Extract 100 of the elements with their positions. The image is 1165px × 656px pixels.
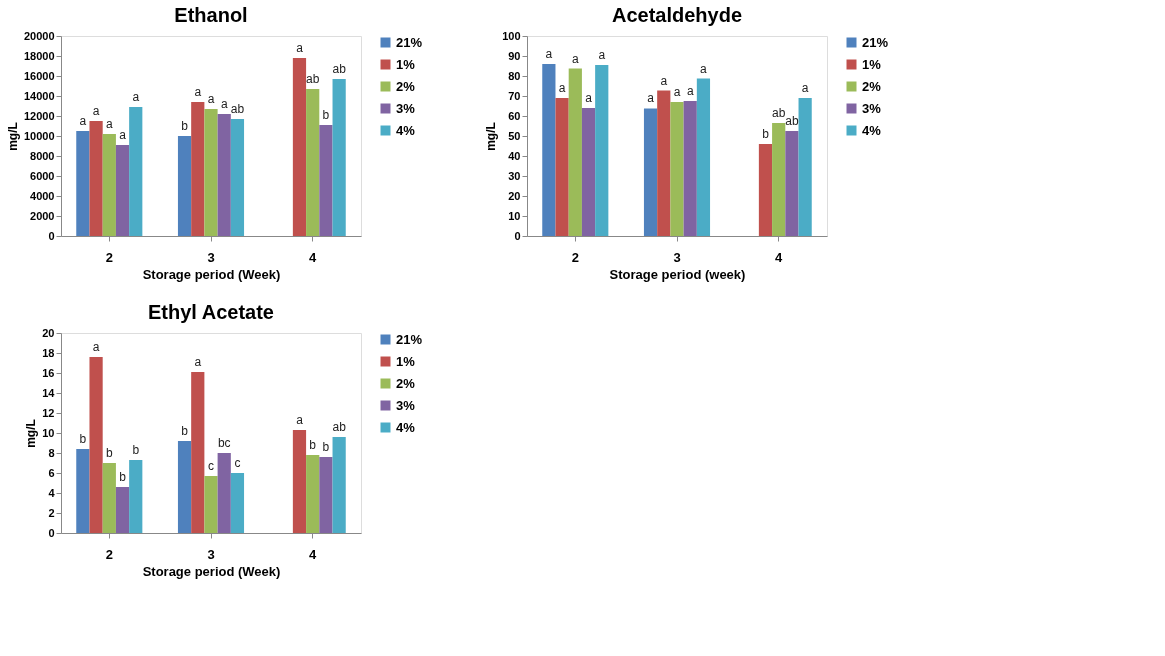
y-tick-label: 4: [48, 486, 56, 499]
y-tick-label: 16: [42, 366, 55, 379]
y-tick-label: 18: [42, 346, 55, 359]
legend-label: 1%: [396, 353, 416, 369]
y-tick-label: 6: [48, 466, 55, 479]
data-label: ab: [306, 72, 320, 86]
legend-label: 21%: [862, 34, 889, 50]
data-label: a: [207, 92, 215, 106]
data-label: a: [801, 81, 809, 95]
bar: [129, 107, 143, 236]
y-tick-label: 0: [514, 229, 521, 242]
x-tick-label: 2: [105, 249, 113, 265]
bar: [177, 136, 192, 236]
x-tick-label: 2: [571, 249, 579, 265]
x-tick-label: 3: [673, 249, 681, 265]
x-tick-label: 3: [207, 249, 215, 265]
data-label: a: [700, 61, 708, 76]
bar: [76, 449, 90, 533]
bar: [306, 89, 320, 236]
data-label: b: [181, 119, 189, 133]
x-tick-label: 4: [309, 546, 318, 562]
data-label: a: [571, 51, 579, 66]
bar: [657, 90, 671, 236]
data-label: a: [598, 48, 606, 62]
data-label: b: [79, 432, 87, 446]
legend-label: 1%: [396, 56, 416, 72]
y-tick-label: 8: [48, 446, 55, 459]
legend-label: 4%: [396, 419, 416, 435]
data-label: a: [545, 47, 553, 61]
data-label: a: [105, 117, 113, 131]
bar: [319, 125, 333, 236]
y-tick-label: 2: [48, 506, 55, 519]
y-tick-label: 50: [508, 129, 521, 142]
legend-label: 21%: [396, 331, 423, 347]
data-label: b: [309, 438, 317, 452]
bar: [217, 453, 231, 533]
bar: [332, 79, 346, 236]
bar: [306, 455, 320, 533]
data-label: a: [660, 73, 668, 88]
data-label: ab: [332, 420, 347, 434]
x-tick-label: 4: [309, 249, 318, 265]
data-label: a: [92, 104, 100, 118]
bar: [683, 101, 697, 236]
data-label: a: [558, 81, 566, 95]
y-tick-label: 20: [42, 326, 55, 339]
y-axis-title: mg/L: [484, 122, 499, 151]
legend-label: 2%: [396, 78, 416, 94]
data-label: a: [686, 84, 694, 98]
bar: [115, 145, 130, 236]
data-label: a: [585, 91, 593, 105]
y-axis-title: mg/L: [5, 122, 20, 151]
bar: [292, 430, 307, 533]
bar: [568, 68, 582, 236]
legend-label: 3%: [396, 100, 416, 116]
data-label: a: [220, 97, 228, 111]
y-tick-label: 0: [48, 526, 55, 539]
y-tick-label: 10: [508, 209, 521, 222]
y-tick-label: 10000: [23, 129, 55, 142]
legend-label: 3%: [396, 397, 416, 413]
data-label: b: [322, 108, 330, 122]
y-tick-label: 12000: [23, 109, 55, 122]
bar: [191, 102, 205, 236]
bar: [230, 473, 245, 533]
y-tick-label: 14000: [23, 89, 55, 102]
y-tick-label: 6000: [30, 169, 55, 182]
x-tick-label: 3: [207, 546, 215, 562]
y-tick-label: 20000: [23, 29, 55, 42]
legend-label: 4%: [862, 122, 882, 138]
bar: [292, 58, 307, 236]
bar: [89, 357, 103, 533]
data-label: a: [194, 355, 202, 369]
bar: [772, 123, 786, 236]
y-tick-label: 10: [42, 426, 55, 439]
x-axis-title: Storage period (Week): [142, 266, 281, 282]
data-label: ab: [785, 114, 799, 128]
bar: [115, 487, 130, 533]
data-label: a: [673, 85, 681, 99]
y-tick-label: 80: [508, 69, 521, 82]
bar: [204, 109, 218, 236]
legend-label: 4%: [396, 122, 416, 138]
data-label: a: [119, 128, 127, 142]
bar: [177, 441, 192, 533]
y-tick-label: 30: [508, 169, 521, 182]
y-tick-label: 8000: [30, 149, 55, 162]
legend-label: 21%: [396, 34, 423, 50]
data-label: c: [234, 456, 241, 470]
data-label: a: [132, 90, 140, 104]
data-label: a: [296, 41, 304, 55]
bar: [581, 108, 596, 236]
x-tick-label: 2: [105, 546, 113, 562]
bar: [89, 121, 103, 236]
legend-label: 2%: [862, 78, 882, 94]
y-tick-label: 90: [508, 49, 521, 62]
bar: [204, 476, 218, 533]
y-tick-label: 14: [42, 386, 56, 399]
data-label: ab: [332, 62, 347, 76]
bar: [595, 65, 609, 236]
y-tick-label: 60: [508, 109, 521, 122]
y-tick-label: 20: [508, 189, 521, 202]
bar: [542, 64, 556, 236]
